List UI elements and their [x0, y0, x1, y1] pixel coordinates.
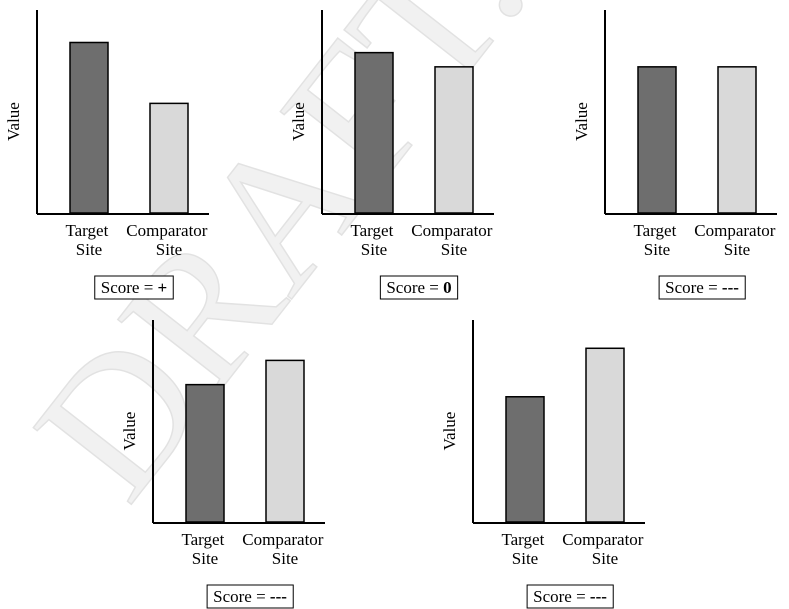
x-tick-label: Target Site [181, 530, 228, 568]
score-label: Score = [533, 587, 590, 606]
bar [265, 359, 305, 523]
x-tick-label: Comparator Site [411, 221, 496, 259]
score-value: --- [270, 587, 287, 606]
score-box [94, 275, 174, 300]
bar [717, 66, 757, 214]
score-text: Score = --- [665, 278, 739, 297]
score-box [379, 275, 459, 300]
score-box [526, 584, 614, 609]
y-axis-label: Value [289, 102, 308, 141]
y-axis-label: Value [440, 412, 459, 451]
x-tick-label: Comparator Site [694, 221, 779, 259]
score-box [658, 275, 746, 300]
score-text: Score = 0 [386, 278, 451, 297]
bar [585, 347, 625, 523]
score-label: Score = [665, 278, 722, 297]
x-tick-label: Comparator Site [242, 530, 327, 568]
bar [69, 41, 109, 214]
score-text: Score = + [101, 278, 167, 297]
score-label: Score = [386, 278, 443, 297]
x-tick-label: Comparator Site [562, 530, 647, 568]
bar [149, 102, 189, 214]
score-value: --- [590, 587, 607, 606]
score-box [206, 584, 294, 609]
y-axis-label: Value [120, 412, 139, 451]
x-tick-label: Target Site [501, 530, 548, 568]
y-axis-label: Value [572, 102, 591, 141]
x-tick-label: Comparator Site [126, 221, 211, 259]
score-value: --- [722, 278, 739, 297]
score-value: 0 [443, 278, 452, 297]
x-tick-label: Target Site [350, 221, 397, 259]
bar [354, 51, 394, 214]
score-value: + [158, 278, 168, 297]
score-text: Score = --- [533, 587, 607, 606]
score-label: Score = [101, 278, 158, 297]
bar [185, 383, 225, 523]
score-text: Score = --- [213, 587, 287, 606]
x-tick-label: Target Site [65, 221, 112, 259]
bar [434, 66, 474, 214]
bar [505, 396, 545, 523]
x-tick-label: Target Site [633, 221, 680, 259]
bar [637, 66, 677, 214]
y-axis-label: Value [4, 102, 23, 141]
score-label: Score = [213, 587, 270, 606]
